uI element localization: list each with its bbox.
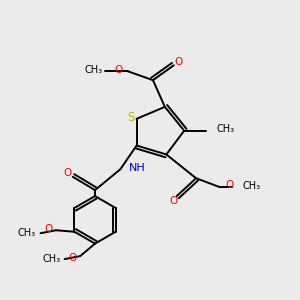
Text: CH₃: CH₃ — [242, 181, 260, 191]
Text: O: O — [114, 65, 122, 75]
Text: CH₃: CH₃ — [42, 254, 60, 264]
Text: S: S — [128, 111, 135, 124]
Text: CH₃: CH₃ — [18, 228, 36, 238]
Text: CH₃: CH₃ — [217, 124, 235, 134]
Text: O: O — [174, 57, 182, 67]
Text: O: O — [225, 180, 233, 190]
Text: O: O — [68, 253, 76, 262]
Text: CH₃: CH₃ — [84, 65, 102, 75]
Text: O: O — [170, 196, 178, 206]
Text: O: O — [63, 168, 71, 178]
Text: O: O — [44, 224, 52, 234]
Text: NH: NH — [129, 163, 146, 173]
